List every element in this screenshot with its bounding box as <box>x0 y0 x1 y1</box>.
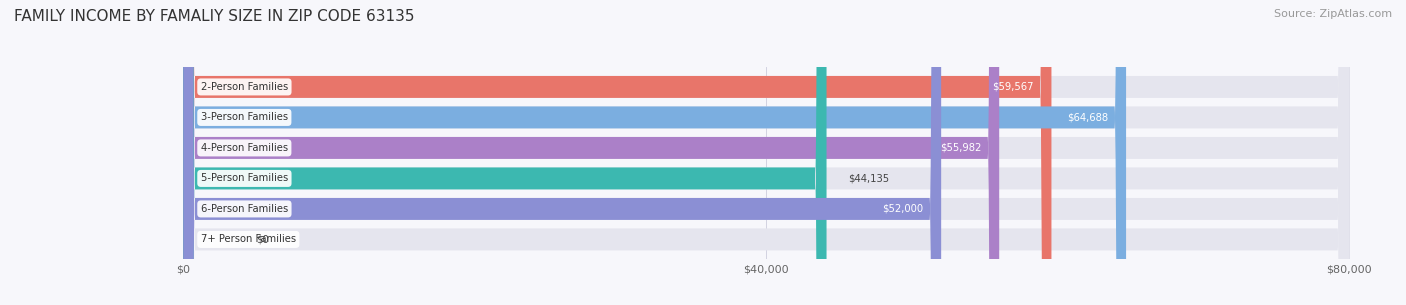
Text: $44,135: $44,135 <box>848 174 890 183</box>
Text: 3-Person Families: 3-Person Families <box>201 113 288 122</box>
FancyBboxPatch shape <box>183 0 1350 305</box>
FancyBboxPatch shape <box>183 0 1350 305</box>
Text: $59,567: $59,567 <box>993 82 1033 92</box>
FancyBboxPatch shape <box>183 0 1350 305</box>
Text: 4-Person Families: 4-Person Families <box>201 143 288 153</box>
Text: 6-Person Families: 6-Person Families <box>201 204 288 214</box>
FancyBboxPatch shape <box>183 0 1000 305</box>
FancyBboxPatch shape <box>183 0 1350 305</box>
FancyBboxPatch shape <box>183 0 1126 305</box>
Text: Source: ZipAtlas.com: Source: ZipAtlas.com <box>1274 9 1392 19</box>
FancyBboxPatch shape <box>183 0 1052 305</box>
FancyBboxPatch shape <box>183 0 1350 305</box>
Text: FAMILY INCOME BY FAMALIY SIZE IN ZIP CODE 63135: FAMILY INCOME BY FAMALIY SIZE IN ZIP COD… <box>14 9 415 24</box>
Text: $52,000: $52,000 <box>883 204 924 214</box>
Text: $55,982: $55,982 <box>941 143 981 153</box>
Text: $64,688: $64,688 <box>1067 113 1108 122</box>
FancyBboxPatch shape <box>183 0 827 305</box>
Text: 5-Person Families: 5-Person Families <box>201 174 288 183</box>
FancyBboxPatch shape <box>183 0 941 305</box>
Text: 7+ Person Families: 7+ Person Families <box>201 235 295 244</box>
FancyBboxPatch shape <box>183 0 1350 305</box>
Text: $0: $0 <box>256 235 269 244</box>
Text: 2-Person Families: 2-Person Families <box>201 82 288 92</box>
